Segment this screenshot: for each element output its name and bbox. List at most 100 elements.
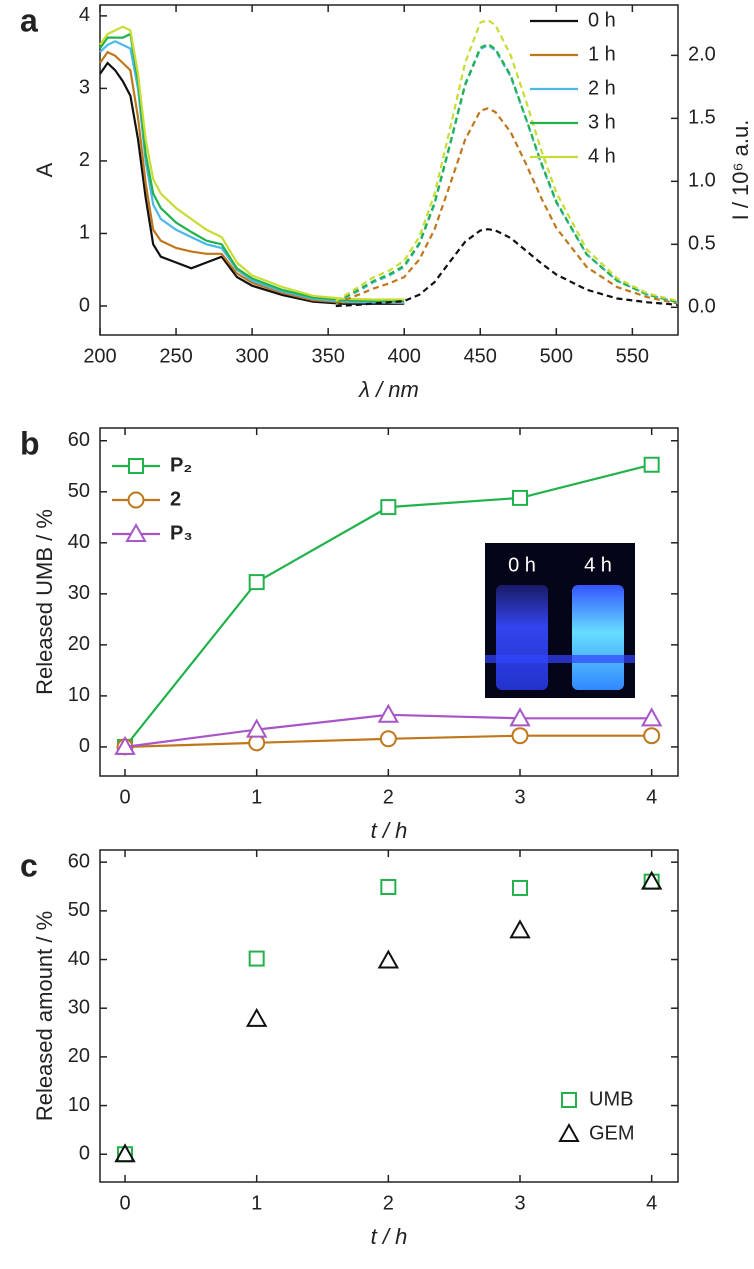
panel-letter: c (20, 847, 38, 883)
legend-label: 2 (170, 488, 181, 510)
series-line (99, 61, 405, 305)
y-tick-label: 0 (79, 294, 90, 316)
legend-marker (561, 1092, 577, 1108)
y-axis-title: A (32, 162, 57, 177)
series-line (99, 50, 405, 305)
marker (509, 919, 531, 939)
glow-band (485, 655, 635, 663)
plot-frame (99, 4, 679, 336)
y-axis-title: Released amount / % (32, 911, 57, 1121)
marker (245, 1007, 268, 1027)
y-tick-label: 20 (68, 1045, 90, 1067)
y-tick-label: 2 (79, 149, 90, 171)
y-tick-label: 30 (68, 582, 90, 604)
x-tick-label: 450 (464, 345, 497, 367)
panel-letter: a (20, 2, 38, 38)
inset-label: 4 h (584, 554, 612, 576)
legend-label: 1 h (588, 43, 616, 65)
y-tick-label: 4 (79, 4, 90, 26)
y-tick-label: 60 (68, 429, 90, 451)
x-tick-label: 2 (383, 1192, 394, 1214)
vial (496, 585, 548, 690)
x-axis-title: t / h (371, 1224, 408, 1249)
series-line (335, 44, 679, 304)
marker (248, 574, 265, 591)
legend-marker (128, 458, 144, 474)
marker (643, 727, 661, 745)
y-tick-label: 50 (68, 480, 90, 502)
marker (640, 707, 663, 727)
y2-tick-label: 1.5 (688, 107, 716, 129)
series-line (335, 107, 679, 305)
x-tick-label: 500 (540, 345, 573, 367)
legend-label: 4 h (588, 145, 616, 167)
y-tick-label: 40 (68, 531, 90, 553)
series-line (335, 228, 679, 308)
x-tick-label: 250 (159, 345, 192, 367)
x-tick-label: 300 (235, 345, 268, 367)
marker (377, 703, 400, 723)
y2-tick-label: 1.0 (688, 170, 716, 192)
x-tick-label: 2 (383, 786, 394, 808)
marker (380, 878, 397, 895)
series-line (99, 25, 405, 301)
y2-axis-title: I / 10⁶ a.u. (728, 120, 753, 221)
x-tick-label: 200 (83, 345, 116, 367)
legend-marker (127, 491, 145, 509)
y2-tick-label: 0.5 (688, 233, 716, 255)
series-line (99, 40, 405, 304)
series-line (335, 18, 679, 303)
y2-tick-label: 2.0 (688, 44, 716, 66)
marker (114, 735, 136, 755)
series-line (335, 42, 679, 304)
legend-marker (558, 1122, 580, 1142)
legend-label: GEM (589, 1122, 635, 1144)
x-tick-label: 550 (616, 345, 649, 367)
x-tick-label: 0 (119, 1192, 130, 1214)
y-tick-label: 20 (68, 633, 90, 655)
y-tick-label: 50 (68, 899, 90, 921)
marker (379, 730, 397, 748)
legend-label: P₃ (170, 522, 193, 544)
inset-label: 0 h (508, 554, 536, 576)
x-tick-label: 0 (119, 786, 130, 808)
x-tick-label: 4 (646, 786, 657, 808)
x-tick-label: 350 (311, 345, 344, 367)
legend-label: 3 h (588, 111, 616, 133)
vial (572, 585, 624, 690)
legend-label: UMB (589, 1088, 633, 1110)
marker (511, 727, 529, 745)
x-axis-title: λ / nm (358, 377, 419, 402)
legend-label: P₂ (170, 454, 192, 476)
marker (512, 879, 529, 896)
marker (380, 499, 397, 516)
legend-marker (125, 522, 147, 542)
x-axis-title: t / h (371, 818, 408, 843)
marker (643, 456, 660, 473)
y-tick-label: 0 (79, 1143, 90, 1165)
x-tick-label: 3 (514, 786, 525, 808)
series-line (99, 32, 405, 302)
marker (114, 1143, 136, 1163)
y2-tick-label: 0.0 (688, 296, 716, 318)
marker (640, 870, 663, 890)
y-tick-label: 60 (68, 850, 90, 872)
legend-label: 2 h (588, 77, 616, 99)
marker (377, 949, 400, 969)
y-tick-label: 10 (68, 1094, 90, 1116)
y-tick-label: 1 (79, 222, 90, 244)
y-tick-label: 0 (79, 735, 90, 757)
y-tick-label: 3 (79, 77, 90, 99)
x-tick-label: 3 (514, 1192, 525, 1214)
x-tick-label: 1 (251, 786, 262, 808)
marker (248, 734, 266, 752)
x-tick-label: 4 (646, 1192, 657, 1214)
x-tick-label: 400 (388, 345, 421, 367)
marker (248, 950, 265, 967)
panel-letter: b (20, 425, 40, 461)
y-tick-label: 40 (68, 948, 90, 970)
legend-label: 0 h (588, 9, 616, 31)
y-axis-title: Released UMB / % (32, 509, 57, 695)
